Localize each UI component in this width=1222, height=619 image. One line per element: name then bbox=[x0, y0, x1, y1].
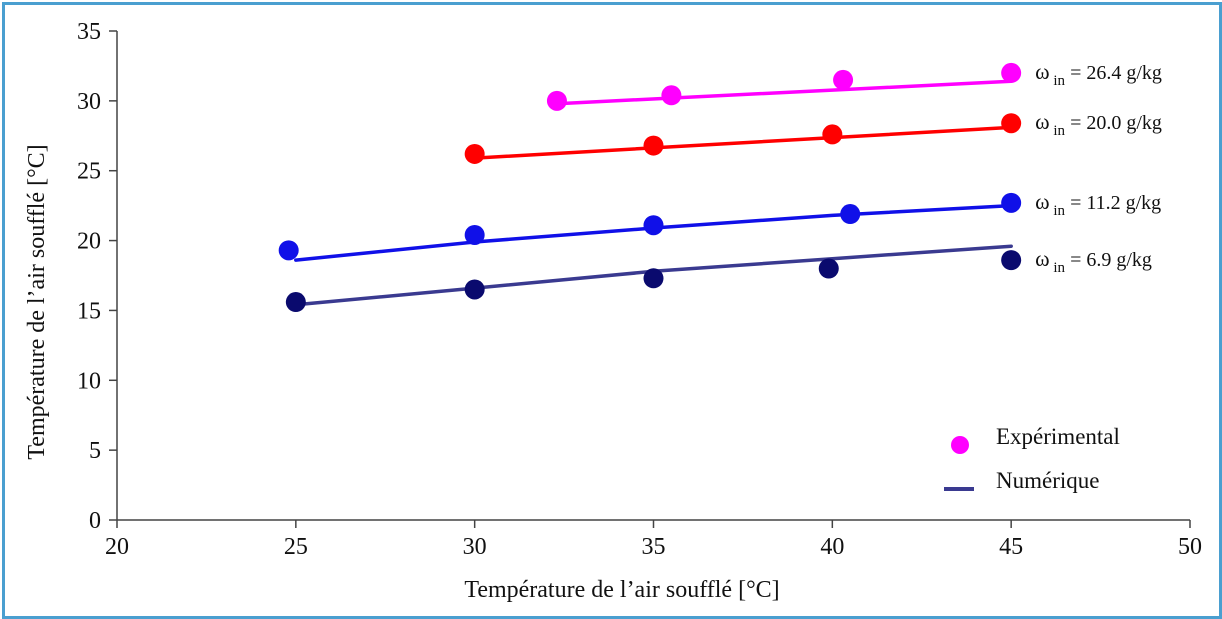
data-point bbox=[643, 215, 664, 236]
y-tick-label: 20 bbox=[77, 229, 101, 255]
data-point bbox=[1001, 62, 1022, 83]
data-point bbox=[833, 69, 854, 90]
series-label: ω in = 26.4 g/kg bbox=[1035, 59, 1162, 89]
data-point bbox=[822, 124, 843, 145]
series-label: ω in = 20.0 g/kg bbox=[1035, 109, 1162, 139]
data-point bbox=[840, 204, 861, 225]
y-tick-label: 0 bbox=[89, 508, 101, 534]
series-line bbox=[555, 79, 1013, 106]
series-points bbox=[278, 62, 1022, 313]
data-point bbox=[1001, 192, 1022, 213]
data-point bbox=[643, 268, 664, 289]
data-point bbox=[464, 279, 485, 300]
data-point bbox=[285, 292, 306, 313]
series-annotations: ω in = 26.4 g/kg ω in = 20.0 g/kg ω in = 1… bbox=[1035, 59, 1162, 276]
series-line bbox=[472, 125, 1013, 160]
y-tick-label: 10 bbox=[77, 368, 101, 394]
y-axis-title: Température de l’air soufflé [°C] bbox=[24, 144, 50, 459]
data-point bbox=[546, 90, 567, 111]
data-point bbox=[643, 135, 664, 156]
data-point bbox=[1001, 250, 1022, 271]
series-label: ω in = 11.2 g/kg bbox=[1035, 189, 1161, 219]
x-tick-label: 30 bbox=[463, 534, 487, 560]
y-tick-label: 30 bbox=[77, 89, 101, 115]
y-tick-label: 35 bbox=[77, 19, 101, 45]
data-point bbox=[1001, 113, 1022, 134]
x-tick-label: 45 bbox=[999, 534, 1023, 560]
legend-experimental-label: Expérimental bbox=[996, 424, 1120, 449]
series-label: ω in = 6.9 g/kg bbox=[1035, 246, 1152, 276]
y-tick-label: 25 bbox=[77, 159, 101, 185]
x-tick-label: 40 bbox=[820, 534, 844, 560]
x-tick-label: 25 bbox=[284, 534, 308, 560]
data-point bbox=[818, 258, 839, 279]
legend-numeric-label: Numérique bbox=[996, 468, 1099, 493]
data-point bbox=[278, 240, 299, 261]
legend: Expérimental Numérique bbox=[944, 424, 1120, 493]
axes: 20 25 30 35 40 45 50 0 5 10 15 20 25 30 35 bbox=[77, 19, 1202, 560]
x-tick-label: 35 bbox=[642, 534, 666, 560]
y-tick-label: 15 bbox=[77, 298, 101, 324]
legend-experimental-marker bbox=[951, 436, 969, 454]
data-point bbox=[464, 224, 485, 245]
y-tick-label: 5 bbox=[89, 438, 101, 464]
data-point bbox=[464, 143, 485, 164]
x-axis-title: Température de l’air soufflé [°C] bbox=[464, 577, 779, 603]
x-tick-label: 50 bbox=[1178, 534, 1202, 560]
x-tick-label: 20 bbox=[105, 534, 129, 560]
data-point bbox=[661, 85, 682, 106]
